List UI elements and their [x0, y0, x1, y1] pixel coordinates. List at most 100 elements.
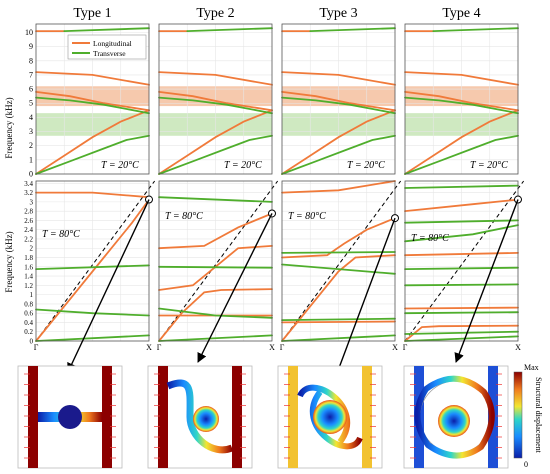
longitudinal-branch: [158, 212, 273, 250]
transverse-branch: [404, 96, 519, 115]
temperature-label: T = 20°C: [470, 160, 508, 171]
y-tick-label: 2.6: [24, 217, 33, 225]
y-tick-label: 3.4: [24, 180, 33, 188]
longitudinal-branch: [158, 91, 273, 112]
mode-arrow: [454, 199, 519, 363]
longitudinal-branch: [404, 252, 519, 257]
transverse-branch: [281, 334, 396, 342]
transverse-branch: [158, 196, 273, 203]
chart-panel: T = 20°C: [281, 23, 396, 175]
longitudinal-branch: [281, 91, 396, 112]
longitudinal-branch: [158, 71, 273, 86]
y-tick-label: 1: [30, 291, 34, 299]
longitudinal-branch: [404, 91, 519, 112]
panel-frame: [281, 180, 396, 342]
transverse-branch: [281, 134, 396, 175]
ligament: [414, 375, 495, 459]
x-tick-label: X: [392, 343, 398, 352]
longitudinal-branch: [404, 109, 519, 175]
y-tick-label: 2.4: [24, 226, 33, 234]
y-tick-label: 7: [29, 70, 33, 79]
longitudinal-branch: [35, 71, 150, 86]
transverse-branch: [35, 264, 150, 270]
column-title: Type 3: [319, 6, 357, 21]
longitudinal-branch: [35, 191, 150, 199]
transverse-branch: [63, 27, 150, 32]
y-tick-label: 3: [29, 127, 33, 136]
y-tick-label: 4: [29, 113, 33, 122]
chart-panel: Γ X T = 80°C: [280, 180, 402, 352]
y-tick-label: 1.2: [24, 282, 33, 290]
transverse-branch: [158, 134, 273, 175]
transverse-branch: [35, 96, 150, 115]
y-tick-label: 8: [29, 56, 33, 65]
frame-bar-left: [288, 366, 298, 468]
column-title: Type 4: [442, 6, 480, 21]
transverse-branch: [404, 224, 519, 243]
longitudinal-branch: [35, 91, 150, 112]
chart-panel: Γ X T = 80°C: [157, 180, 279, 352]
y-tick-label: 6: [29, 85, 33, 94]
longitudinal-branch: [404, 71, 519, 86]
y-tick-label: 2.2: [24, 235, 33, 243]
transverse-branch: [158, 334, 273, 342]
sound-line: [158, 180, 279, 342]
y-tick-label: 3.2: [24, 189, 33, 197]
temperature-label: T = 20°C: [101, 160, 139, 171]
longitudinal-branch: [281, 217, 396, 259]
transverse-branch: [404, 335, 519, 342]
legend-label-transverse: Transverse: [93, 49, 126, 58]
transverse-branch: [281, 96, 396, 115]
sound-line: [281, 180, 402, 342]
transverse-branch: [158, 265, 273, 269]
y-tick-label: 2: [29, 141, 33, 150]
temperature-label: T = 80°C: [411, 233, 449, 244]
legend-box: [67, 34, 147, 60]
mode-arrow: [197, 213, 273, 363]
transverse-branch: [281, 317, 396, 321]
mode-shape-3: [277, 365, 383, 469]
transverse-branch: [281, 251, 396, 254]
column-title: Type 2: [196, 6, 234, 21]
resonator-disc: [58, 405, 82, 429]
transverse-branch: [35, 334, 150, 342]
transverse-branch: [309, 27, 396, 32]
transverse-branch: [404, 219, 519, 224]
y-tick-label: 2.8: [24, 208, 33, 216]
mode-arrow: [334, 217, 396, 377]
longitudinal-branch: [281, 180, 396, 194]
longitudinal-branch: [158, 109, 273, 175]
panel-frame: [404, 180, 519, 342]
column-title: Type 1: [73, 6, 111, 21]
transverse-branch: [186, 27, 273, 32]
transverse-branch: [404, 311, 519, 315]
transverse-branch: [35, 134, 150, 175]
y-tick-label: 1.4: [24, 273, 33, 281]
x-tick-label: Γ: [157, 343, 162, 352]
longitudinal-branch: [281, 254, 396, 342]
y-tick-label: 1: [29, 155, 33, 164]
ligament: [297, 384, 363, 450]
transverse-branch: [404, 283, 519, 287]
transverse-branch: [404, 266, 519, 270]
longitudinal-branch: [281, 71, 396, 86]
colorbar-min-label: 0: [524, 460, 528, 469]
longitudinal-branch: [404, 306, 519, 310]
y-tick-label: 3: [30, 198, 34, 206]
frame-bar-left: [28, 366, 38, 468]
panel-frame: [158, 180, 273, 342]
ligament: [166, 379, 234, 454]
longitudinal-branch: [158, 288, 273, 342]
legend-label-longitudinal: Longitudinal: [93, 39, 132, 48]
panel-frame: [35, 23, 150, 175]
longitudinal-branch: [404, 198, 519, 212]
colorbar-max-label: Max: [524, 363, 539, 372]
top-ylabel: Frequency (kHz): [4, 97, 14, 158]
x-tick-label: X: [146, 343, 152, 352]
y-tick-label: 9: [29, 42, 33, 51]
mode-shape-1: [17, 365, 123, 469]
transverse-branch: [158, 307, 273, 319]
panel-frame: [158, 23, 273, 175]
